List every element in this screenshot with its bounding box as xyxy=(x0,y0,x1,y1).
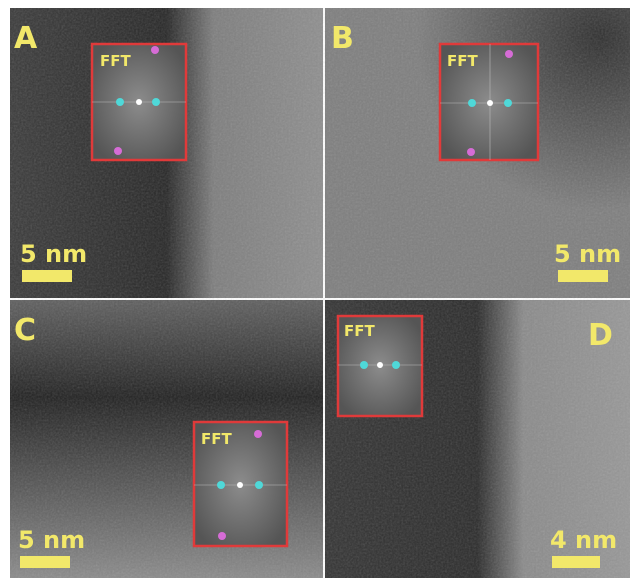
scale-label: 5 nm xyxy=(20,240,87,268)
fft-label: FFT xyxy=(447,52,478,70)
scale-label: 5 nm xyxy=(554,240,621,268)
panel-label: B xyxy=(331,21,354,56)
fft-label: FFT xyxy=(100,52,131,70)
figure: A B C D FFT FFT FFT FFT 5 nm 5 nm 5 nm 4… xyxy=(0,0,633,581)
panel-label: A xyxy=(14,21,38,56)
panel-label: D xyxy=(588,318,613,353)
fft-label: FFT xyxy=(201,430,232,448)
fft-label: FFT xyxy=(344,322,375,340)
scale-bar xyxy=(20,556,70,568)
panel-label: C xyxy=(14,313,36,348)
scale-bar xyxy=(22,270,72,282)
scale-bar xyxy=(552,556,600,568)
scale-label: 5 nm xyxy=(18,526,85,554)
scale-label: 4 nm xyxy=(550,526,617,554)
scale-bar xyxy=(558,270,608,282)
